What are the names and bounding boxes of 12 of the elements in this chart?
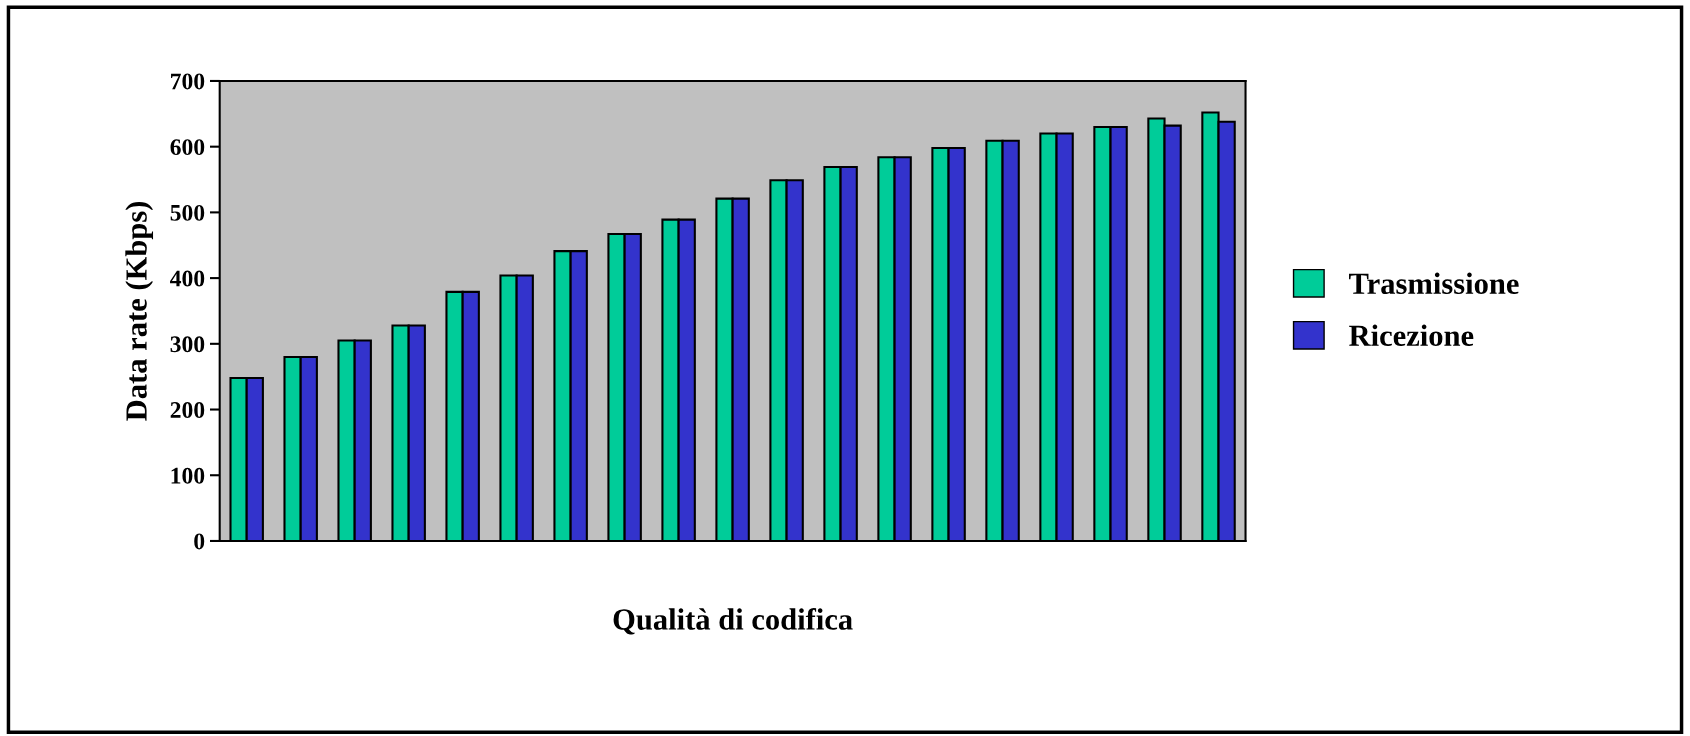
y-tick-label: 400: [170, 270, 205, 287]
x-axis-title: Qualità di codifica: [613, 608, 853, 635]
y-tick-label: 300: [170, 336, 205, 353]
y-tick-label: 0: [194, 533, 205, 550]
y-tick-label: 200: [170, 402, 205, 418]
legend-label: Ricezione: [1349, 324, 1474, 347]
y-tick-label: 100: [171, 467, 205, 484]
y-tick-label: 700: [171, 73, 205, 90]
y-tick-label: 600: [170, 139, 205, 156]
legend-label: Trasmissione: [1349, 272, 1519, 295]
y-axis-title: Data rate (Kbps): [125, 201, 154, 421]
y-tick-label: 500: [170, 204, 205, 221]
